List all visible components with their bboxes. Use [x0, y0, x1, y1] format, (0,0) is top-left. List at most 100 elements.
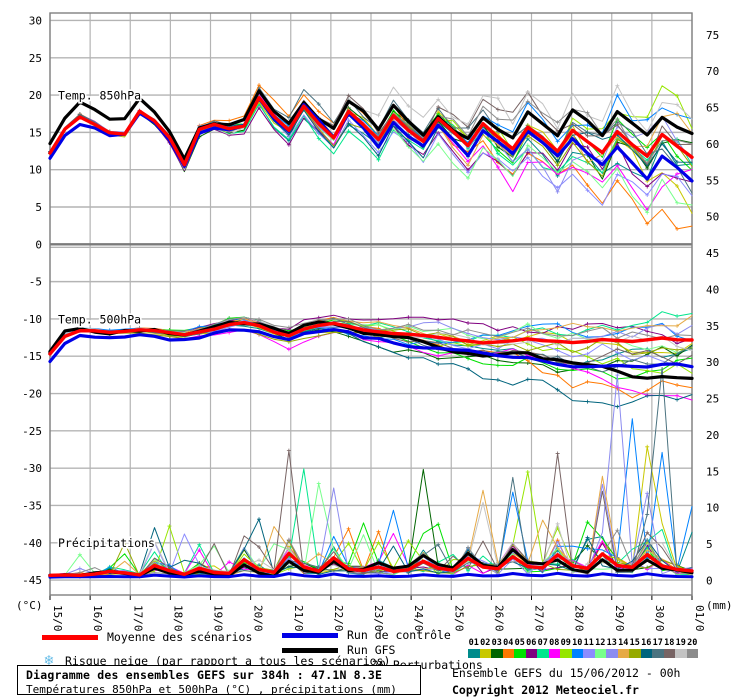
gefs-ensemble-svg: 302520151050-5-10-15-20-25-30-35-40-4575…	[16, 12, 733, 632]
x-axis-tick: 25/06	[452, 605, 465, 632]
perturbation-number: 07	[537, 638, 548, 648]
legend-item-control: Run de contrôle	[282, 628, 451, 642]
perturbation-number: 15	[629, 638, 640, 648]
perturbation-swatch	[652, 649, 664, 658]
perturbation-number: 13	[606, 638, 617, 648]
run-control-precip	[48, 571, 694, 579]
panel-label-temp850: Temp. 850hPa	[58, 89, 141, 103]
perturbation-number: 01	[468, 638, 479, 648]
y-axis-tick-right: 50	[706, 211, 719, 224]
y-axis-tick-left: 30	[29, 14, 42, 27]
y-axis-tick-right: 55	[706, 174, 719, 187]
legend-item-gfs: Run GFS	[282, 643, 395, 657]
control-line-swatch	[282, 632, 338, 638]
perturbation-number: 11	[583, 638, 594, 648]
right-axis-unit: (mm)	[706, 599, 733, 612]
perturbation-number: 18	[664, 638, 675, 648]
legend-gfs-label: Run GFS	[347, 643, 396, 657]
perturbation-number: 20	[687, 638, 698, 648]
y-axis-tick-right: 15	[706, 465, 719, 478]
run-gfs-temp850	[48, 89, 694, 161]
mean-precip	[48, 551, 694, 577]
y-axis-tick-left: 0	[35, 238, 42, 251]
perturbation-swatch	[571, 649, 583, 658]
x-axis-tick: 19/06	[212, 605, 225, 632]
y-axis-tick-right: 10	[706, 502, 719, 515]
y-axis-tick-left: -15	[22, 350, 42, 363]
y-axis-tick-right: 45	[706, 247, 719, 260]
x-axis-tick: 30/06	[653, 605, 666, 632]
x-axis-tick: 22/06	[332, 605, 345, 632]
x-axis-tick: 29/06	[613, 605, 626, 632]
perturbation-color-key: 01 02 03 04 05 06 07 08 09 10 11 12 13 14 15 16 17 18 19 20	[468, 638, 698, 658]
y-axis-tick-left: -45	[22, 574, 42, 587]
panel-label-precipitations: Précipitations	[58, 536, 155, 550]
perturbation-number: 16	[641, 638, 652, 648]
y-axis-tick-left: 15	[29, 126, 42, 139]
y-axis-tick-left: 10	[29, 164, 42, 177]
x-axis-tick: 21/06	[292, 605, 305, 632]
mean-temp850	[48, 96, 694, 167]
chart-credit: Ensemble GEFS du 15/06/2012 - 00h Copyri…	[452, 666, 680, 697]
perturbation-number: 08	[549, 638, 560, 648]
perturbation-swatch	[663, 649, 675, 658]
perturbation-swatch	[525, 649, 537, 658]
y-axis-tick-right: 65	[706, 102, 719, 115]
perturbation-swatch	[468, 649, 480, 658]
perturbation-swatch	[502, 649, 514, 658]
perturbation-swatch	[629, 649, 641, 658]
y-axis-tick-left: -5	[29, 276, 42, 289]
y-axis-tick-left: 20	[29, 89, 42, 102]
chart-infobox: Diagramme des ensembles GEFS sur 384h : …	[17, 665, 421, 696]
legend-control-label: Run de contrôle	[347, 628, 451, 642]
perturbation-number: 19	[675, 638, 686, 648]
y-axis-tick-right: 25	[706, 393, 719, 406]
legend-item-snow-risk: ❄ Risque neige (par rapport a tous les s…	[42, 653, 391, 669]
x-axis-tick: 16/06	[91, 605, 104, 632]
credit-run-line: Ensemble GEFS du 15/06/2012 - 00h	[452, 666, 681, 680]
perturbation-swatch	[675, 649, 687, 658]
gfs-line-swatch	[282, 647, 338, 653]
x-axis-tick: 15/06	[51, 605, 64, 632]
x-axis-tick: 18/06	[171, 605, 184, 632]
perturbation-number: 10	[572, 638, 583, 648]
run-control-temp500	[48, 328, 694, 369]
perturbation-number: 12	[595, 638, 606, 648]
y-axis-tick-right: 75	[706, 29, 719, 42]
x-axis-tick: 26/06	[492, 605, 505, 632]
legend-item-mean: Moyenne des scénarios	[42, 630, 252, 644]
chart-plot-area: 30 25 20 15 10 5 0 -5 -10 -15 -20 -25 -30 -35 -40 -45 75…	[16, 12, 733, 632]
perturbation-number: 05	[514, 638, 525, 648]
y-axis-tick-left: 25	[29, 52, 42, 65]
perturbation-swatch	[548, 649, 560, 658]
panel-label-temp500: Temp. 500hPa	[58, 312, 141, 326]
y-axis-tick-left: -35	[22, 499, 42, 512]
perturbation-number: 06	[526, 638, 537, 648]
y-axis-tick-left: 5	[35, 201, 42, 214]
y-axis-tick-right: 5	[706, 538, 713, 551]
perturbation-swatch	[617, 649, 629, 658]
x-axis-tick: 01/07	[693, 605, 706, 632]
x-axis-tick: 27/06	[533, 605, 546, 632]
x-axis-tick: 23/06	[372, 605, 385, 632]
x-axis-tick: 20/06	[252, 605, 265, 632]
perturbation-swatch	[606, 649, 618, 658]
infobox-title: Diagramme des ensembles GEFS sur 384h : …	[26, 668, 383, 682]
y-axis-tick-left: -25	[22, 425, 42, 438]
perturbation-numbers: 01 02 03 04 05 06 07 08 09 10 11 12 13 14 15 16 17 18 19 20	[468, 638, 698, 648]
y-axis-tick-right: 70	[706, 65, 719, 78]
y-axis-tick-right: 60	[706, 138, 719, 151]
perturbation-swatch	[686, 649, 698, 658]
mean-line-swatch	[42, 634, 98, 640]
y-axis-tick-right: 0	[706, 574, 713, 587]
legend-snow-label: Risque neige (par rapport a tous les scé…	[65, 654, 391, 668]
y-axis-tick-left: -40	[22, 537, 42, 550]
mean-temp500	[48, 320, 694, 356]
perturbation-number: 17	[652, 638, 663, 648]
perturbation-swatch	[491, 649, 503, 658]
perturbation-number: 14	[618, 638, 629, 648]
legend-mean-label: Moyenne des scénarios	[107, 630, 253, 644]
credit-copyright-line: Copyright 2012 Meteociel.fr	[452, 683, 639, 697]
perturbation-number: 04	[503, 638, 514, 648]
